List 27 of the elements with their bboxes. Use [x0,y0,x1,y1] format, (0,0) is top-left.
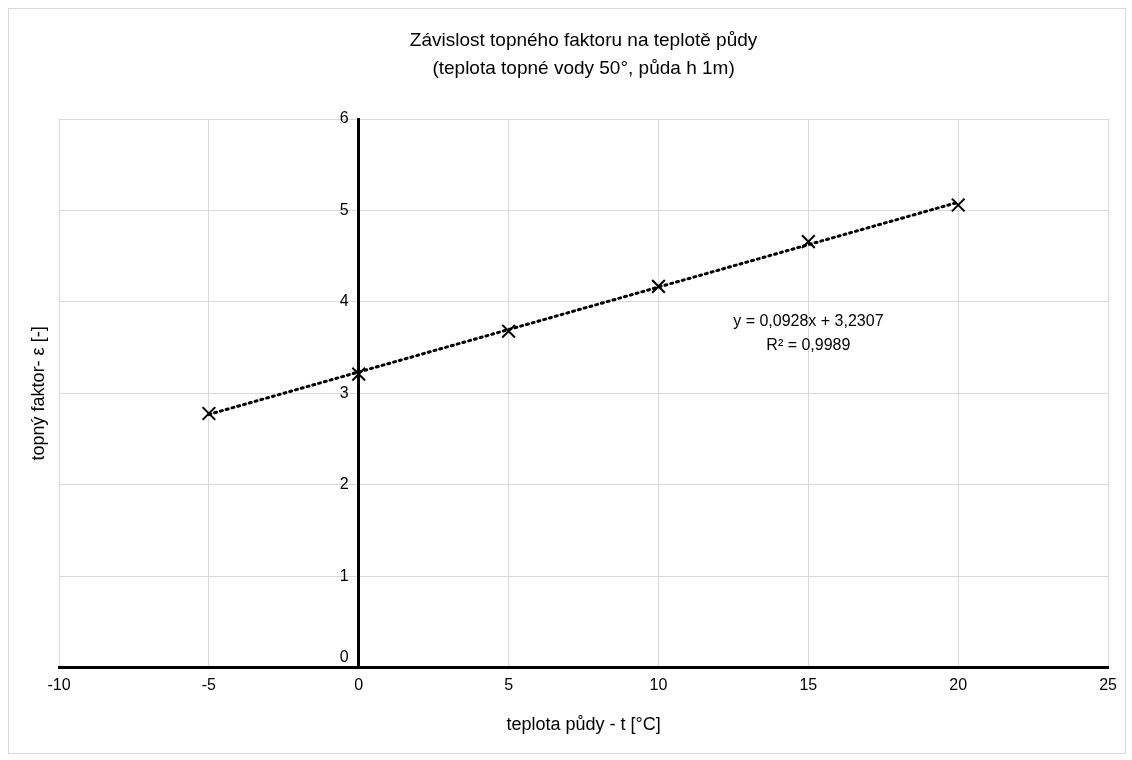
x-tick-label: 10 [649,675,668,693]
x-axis-title: teplota půdy - t [°C] [506,713,661,734]
point [501,323,516,339]
annotation: y = 0,0928x + 3,2307 [733,312,884,330]
y-axis-title: topný faktor- ε [-] [27,326,48,461]
point [800,234,816,249]
annotation: R² = 0,9989 [766,336,851,354]
x-tick-label: -5 [201,675,217,693]
x-tick-label: 15 [799,675,818,693]
y-tick-label: 3 [339,383,349,401]
x-tick-label: 0 [354,675,364,693]
point [201,406,217,421]
y-tick-label: 2 [339,475,349,493]
x-tick-label: 5 [504,675,514,693]
x-tick-label: -10 [47,675,71,693]
y-tick-label: 0 [339,648,349,666]
point [651,279,666,294]
x-tick-label: 20 [949,675,968,693]
x-tick-label: 25 [1099,675,1118,693]
point [351,366,367,382]
y-tick-label: 4 [339,292,349,310]
y-tick-label: 1 [339,566,349,584]
chart-subtitle: (teplota topné vody 50°, půda h 1m) [432,57,735,79]
point [950,197,966,213]
chart-title: Závislost topného faktoru na teplotě půdy [409,29,758,51]
y-tick-label: 5 [339,200,349,218]
y-tick-label: 6 [339,109,349,127]
